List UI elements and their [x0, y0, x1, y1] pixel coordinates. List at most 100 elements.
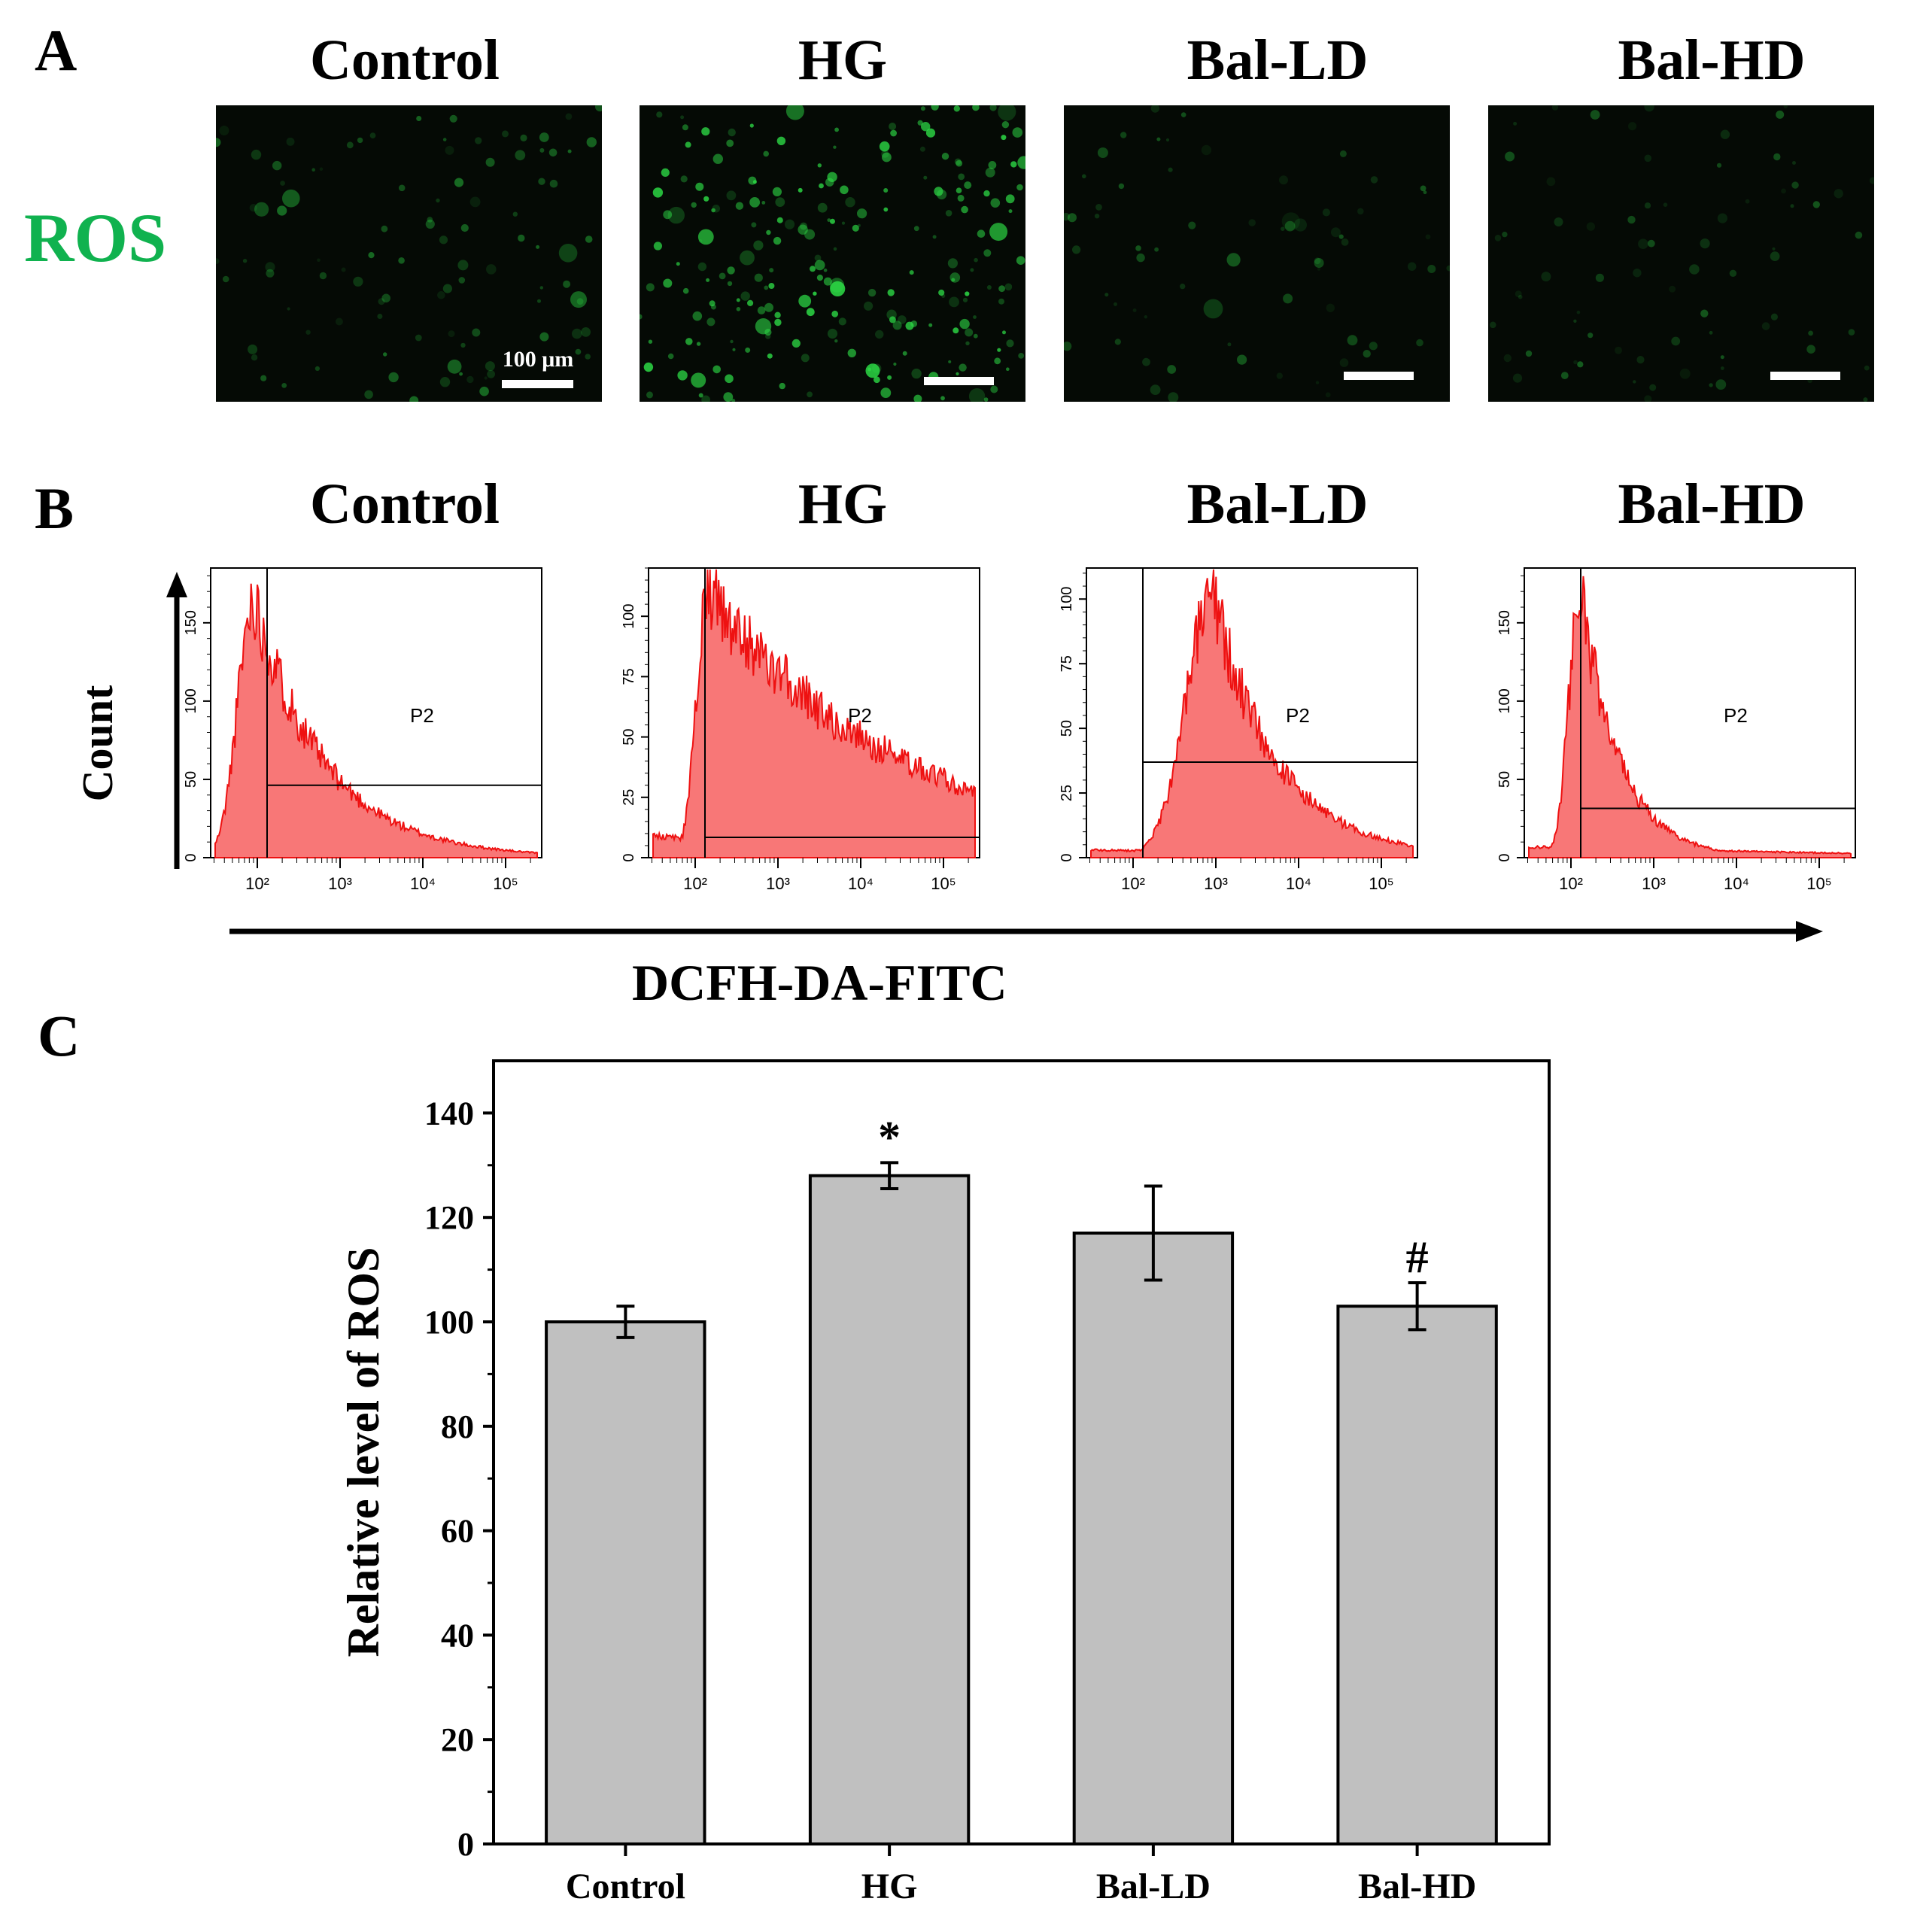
fluorescent-cell	[964, 181, 972, 190]
fluorescent-cell	[1834, 189, 1843, 199]
fluorescent-cell	[251, 354, 258, 361]
fluorescent-cell	[448, 330, 455, 338]
fluorescent-cell	[890, 129, 897, 137]
fluorescent-cell	[775, 197, 785, 207]
fluorescent-cell	[1633, 380, 1636, 384]
fluorescent-cell	[957, 194, 965, 202]
fluorescent-cell	[921, 122, 931, 132]
fluorescent-cell	[711, 208, 716, 213]
fluorescent-cell	[260, 375, 267, 381]
fluorescent-cell	[983, 397, 989, 402]
fluorescent-cell	[680, 175, 688, 183]
fluorescent-cell	[829, 278, 845, 293]
fluorescent-cell	[998, 298, 1004, 305]
fluorescent-cell	[1709, 330, 1713, 335]
fluorescent-cell	[840, 185, 849, 195]
fluorescent-cell	[905, 321, 914, 330]
fluorescent-cell	[677, 370, 688, 381]
fluorescent-cell	[1638, 238, 1648, 249]
fluorescent-cell	[864, 301, 874, 311]
fitc-axis-arrow	[229, 921, 1823, 942]
fluorescent-cell	[442, 284, 452, 293]
fluorescent-cell	[357, 137, 363, 144]
scale-bar-control	[502, 380, 573, 388]
panel-a-title-hg: HG	[798, 29, 888, 92]
fluorescent-cell	[479, 386, 489, 396]
fluorescent-cell	[1237, 354, 1247, 365]
fluorescent-cell	[538, 178, 545, 185]
fluorescent-cell	[1326, 303, 1335, 312]
fluorescent-cell	[272, 160, 282, 171]
fluorescent-cell	[1118, 183, 1125, 190]
fluorescent-cell	[883, 207, 889, 212]
fluorescent-cell	[1281, 212, 1300, 231]
fluorescent-cell	[830, 281, 846, 296]
fluorescent-cell	[436, 198, 440, 203]
fluorescent-cell	[682, 124, 688, 131]
fluorescent-cell	[1513, 121, 1518, 126]
fluorescent-cell	[898, 315, 907, 324]
fluorescent-cell	[956, 372, 959, 375]
fluorescent-cell	[798, 224, 808, 235]
y-tick-label: 50	[1496, 771, 1513, 788]
fluorescent-cell	[1716, 163, 1722, 168]
panel-a-title-bal-ld: Bal-LD	[1186, 29, 1369, 92]
count-axis-label: Count	[73, 685, 122, 802]
fluorescent-cell	[486, 264, 497, 275]
micrograph-bal-hd	[1488, 105, 1874, 402]
fluorescent-cell	[911, 368, 922, 379]
fluorescent-cell	[487, 369, 495, 378]
fluorescent-cell	[248, 344, 258, 354]
x-tick-label: Bal-HD	[1358, 1867, 1476, 1906]
fluorescent-cell	[1573, 360, 1578, 365]
fluorescent-cell	[539, 332, 549, 342]
fluorescent-cell	[1314, 257, 1321, 265]
fluorescent-cell	[1357, 208, 1364, 215]
fluorescent-cell	[1018, 353, 1025, 359]
fluorescent-cell	[439, 377, 451, 387]
fluorescent-cell	[965, 291, 970, 296]
fluorescent-cell	[653, 242, 662, 251]
fluorescent-cell	[827, 172, 837, 182]
fluorescent-cell	[1790, 204, 1794, 208]
fluorescent-cell	[1097, 147, 1108, 158]
fluorescent-cell	[1773, 153, 1781, 161]
micrograph-bal-hd-cells	[1490, 105, 1874, 402]
fluorescent-cell	[319, 167, 324, 171]
fluorescent-cell	[548, 148, 558, 157]
fluorescent-cell	[1004, 283, 1013, 291]
fluorescent-cell	[1120, 132, 1127, 138]
fluorescent-cell	[1573, 319, 1577, 323]
y-tick-label: 140	[424, 1095, 474, 1132]
fluorescent-cell	[640, 314, 643, 320]
fitc-axis-label: DCFH-DA-FITC	[632, 954, 1007, 1011]
panel-b-title-bal-ld: Bal-LD	[1186, 472, 1369, 536]
fluorescent-cell	[1132, 308, 1137, 312]
y-tick-label: 80	[441, 1408, 474, 1445]
fluorescent-cell	[281, 383, 287, 388]
fluorescent-cell	[282, 189, 300, 208]
y-tick-label: 20	[441, 1721, 474, 1758]
fluorescent-cell	[1325, 392, 1331, 398]
fluorescent-cell	[727, 266, 735, 275]
fluorescent-cell	[1279, 175, 1288, 185]
fluorescent-cell	[537, 299, 541, 303]
fluorescent-cell	[831, 310, 839, 317]
scale-bar-bal-hd	[1770, 372, 1840, 380]
fluorescent-cell	[934, 187, 943, 196]
panel-a-letter: A	[35, 17, 77, 83]
fluorescent-cell	[845, 197, 855, 208]
fluorescent-cell	[697, 262, 707, 272]
fluorescent-cell	[1322, 208, 1330, 217]
fluorescent-cell	[776, 136, 786, 145]
fluorescent-cell	[865, 363, 880, 378]
fluorescent-cell	[983, 249, 992, 257]
fluorescent-cell	[697, 229, 714, 245]
fluorescent-cell	[388, 372, 399, 383]
fluorescent-cell	[725, 374, 734, 384]
x-tick-label: 10⁴	[1724, 874, 1749, 893]
panel-a-title-bal-hd: Bal-HD	[1618, 29, 1806, 92]
fluorescent-cell	[458, 277, 466, 284]
fluorescent-cell	[857, 208, 867, 219]
fluorescent-cell	[761, 201, 766, 205]
